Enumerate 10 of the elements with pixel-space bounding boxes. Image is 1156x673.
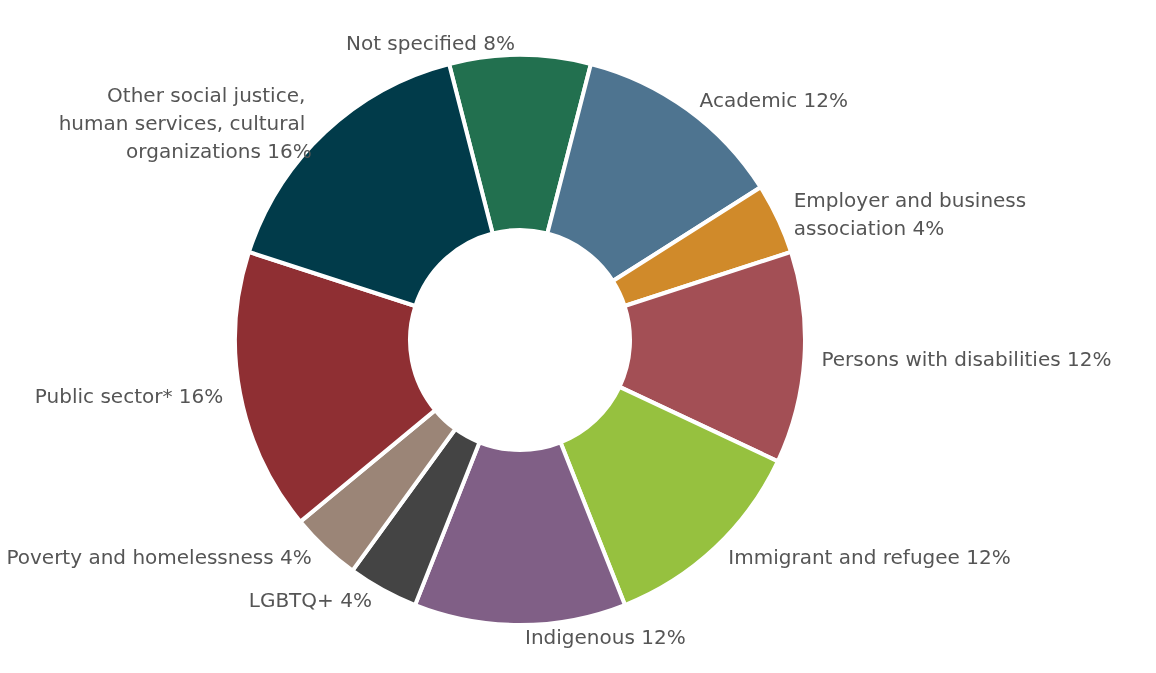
- slice-label: Other social justice, human services, cultural organizations 16%: [58, 83, 312, 164]
- slice-label: Immigrant and refugee 12%: [728, 544, 1011, 569]
- slice-label: Poverty and homelessness 4%: [6, 544, 312, 569]
- slice-label: Not specified 8%: [345, 31, 515, 55]
- slice-label: Persons with disabilities 12%: [821, 346, 1112, 371]
- slice-label: LGBTQ+ 4%: [248, 588, 372, 613]
- slice-label: Academic 12%: [699, 87, 849, 112]
- slice-label: Public sector* 16%: [34, 383, 224, 408]
- slice-label: Indigenous 12%: [525, 625, 686, 649]
- slice-label: Employer and business association 4%: [793, 187, 1033, 240]
